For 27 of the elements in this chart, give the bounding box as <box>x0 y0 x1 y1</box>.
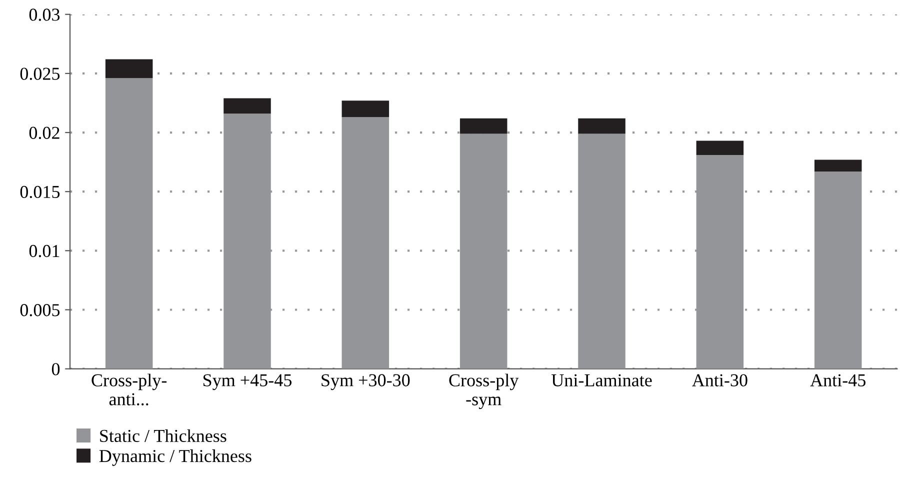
y-tick-label: 0.015 <box>20 186 60 198</box>
bar <box>105 78 153 369</box>
bar <box>105 59 153 78</box>
x-tick-label: Cross-ply -sym <box>449 374 519 410</box>
y-tick-label: 0.025 <box>20 68 60 80</box>
x-tick-label: Uni-Laminate <box>552 374 652 386</box>
x-tick-label: Anti-45 <box>810 374 866 386</box>
legend-label: Static / Thickness <box>100 429 226 442</box>
y-tick-label: 0.005 <box>20 304 60 316</box>
bar <box>342 117 390 369</box>
bar <box>814 172 862 369</box>
y-tick-label: 0 <box>52 363 60 376</box>
x-tick-label: Sym +30-30 <box>322 374 410 390</box>
y-tick-label: 0.02 <box>29 126 60 140</box>
x-tick-label: Sym +45-45 <box>203 374 292 390</box>
bar <box>224 98 271 114</box>
legend-label: Dynamic / Thickness <box>99 449 252 466</box>
x-tick-label: Cross-ply- anti... <box>92 374 167 406</box>
bar <box>342 100 390 118</box>
bar <box>578 118 626 134</box>
bar <box>814 160 862 172</box>
y-tick-label: 0.03 <box>29 8 60 21</box>
bar <box>696 140 744 155</box>
bar <box>578 134 626 369</box>
y-tick-label: 0.01 <box>29 244 60 258</box>
bar <box>460 118 508 134</box>
x-tick-label: Anti-30 <box>692 374 748 386</box>
